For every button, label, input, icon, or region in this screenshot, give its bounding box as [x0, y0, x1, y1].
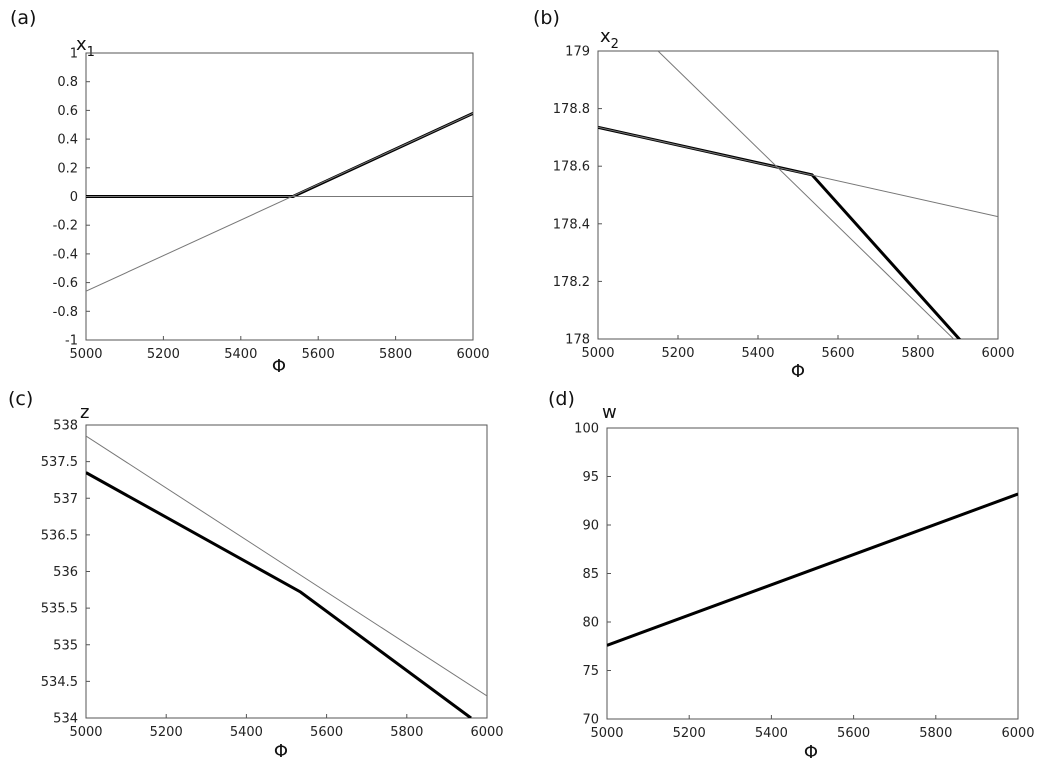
y-tick-label-c: 537.5	[41, 455, 78, 470]
y-axis-label-b: x2	[600, 26, 619, 52]
x-tick-label-c: 5600	[310, 725, 343, 740]
y-tick-label-c: 535	[53, 638, 78, 653]
series-line-c-2	[86, 435, 487, 697]
y-tick-label-a: -0.6	[53, 276, 78, 291]
x-axis-label-c: Φ	[274, 741, 288, 762]
x-axis-label-a: Φ	[272, 356, 286, 377]
x-tick-label-a: 5400	[224, 347, 257, 362]
x-tick-label-d: 5600	[837, 726, 870, 741]
y-tick-label-d: 75	[582, 664, 599, 679]
y-tick-label-d: 100	[574, 422, 599, 437]
y-tick-label-b: 178.8	[553, 102, 590, 117]
x-tick-label-c: 5200	[150, 725, 183, 740]
panel-c: (c) z Φ 5000 5200 5400 5600 5800 6000 534 534.5…	[8, 388, 504, 762]
y-tick-label-c: 536	[53, 565, 78, 580]
y-tick-label-a: 1	[70, 47, 78, 62]
x-tick-label-a: 5800	[379, 347, 412, 362]
y-tick-label-b: 178	[565, 333, 590, 348]
y-tick-label-b: 178.4	[553, 217, 590, 232]
x-tick-label-d: 5800	[919, 726, 952, 741]
x-tick-label-a: 5000	[69, 347, 102, 362]
x-tick-label-b: 5800	[901, 346, 934, 361]
x-tick-label-c: 6000	[470, 725, 503, 740]
x-tick-label-a: 5600	[302, 347, 335, 362]
series-line-c-1	[86, 471, 472, 718]
y-tick-label-c: 535.5	[41, 602, 78, 617]
x-tick-label-d: 5400	[755, 726, 788, 741]
y-tick-label-b: 178.6	[553, 160, 590, 175]
plot-frame-d	[606, 427, 1019, 720]
y-tick-label-a: 0.4	[57, 133, 78, 148]
x-tick-label-b: 6000	[981, 346, 1014, 361]
panel-label-a: (a)	[10, 7, 36, 29]
panel-label-d: (d)	[548, 388, 575, 410]
y-tick-label-a: 0.8	[57, 75, 78, 90]
y-tick-label-a: 0.2	[57, 161, 78, 176]
y-tick-label-a: -0.4	[53, 247, 78, 262]
x-axis-label-d: Φ	[804, 742, 818, 763]
y-tick-label-c: 536.5	[41, 528, 78, 543]
plot-frame-c	[85, 424, 488, 719]
x-axis-label-b: Φ	[791, 361, 805, 382]
y-tick-label-d: 85	[582, 567, 599, 582]
y-axis-label-d: w	[602, 402, 617, 423]
y-tick-label-c: 538	[53, 419, 78, 434]
y-tick-label-d: 80	[582, 616, 599, 631]
ticks-c: 5000 5200 5400 5600 5800 6000 534 534.5 535 535.5…	[41, 419, 504, 741]
series-line-a-1	[86, 111, 473, 198]
panel-a: (a) x1 Φ 5000 5200 5400 5600 5800 6000 -1 -0.8 -…	[10, 7, 490, 377]
series-c	[86, 435, 487, 718]
plot-frame-b	[597, 50, 999, 340]
ticks-d: 5000 5200 5400 5600 5800 6000 70 75 80 85 90 95 100	[574, 422, 1034, 742]
ticks-b: 5000 5200 5400 5600 5800 6000 178 178.2 178.4 178…	[553, 45, 1015, 362]
panel-label-c: (c)	[8, 388, 33, 410]
y-tick-label-d: 90	[582, 519, 599, 534]
series-line-b-2	[598, 126, 998, 218]
series-line-b-3	[657, 51, 955, 339]
y-axis-label-a: x1	[76, 34, 95, 60]
y-tick-label-b: 178.2	[553, 275, 590, 290]
series-a	[86, 111, 473, 292]
x-tick-label-d: 5200	[673, 726, 706, 741]
x-tick-label-c: 5000	[69, 725, 102, 740]
series-line-d-1	[607, 492, 1018, 647]
y-tick-label-c: 537	[53, 492, 78, 507]
y-tick-label-d: 70	[582, 713, 599, 728]
x-tick-label-b: 5600	[821, 346, 854, 361]
y-axis-label-c: z	[80, 402, 89, 423]
x-tick-label-d: 6000	[1001, 726, 1034, 741]
y-tick-label-c: 534.5	[41, 675, 78, 690]
panel-d: (d) w Φ 5000 5200 5400 5600 5800 6000 70 75 80 85…	[548, 388, 1035, 763]
y-tick-label-d: 95	[582, 470, 599, 485]
y-tick-label-a: 0	[70, 190, 78, 205]
x-tick-label-a: 5200	[147, 347, 180, 362]
x-tick-label-b: 5000	[581, 346, 614, 361]
x-tick-label-a: 6000	[456, 347, 489, 362]
y-tick-label-a: -1	[65, 334, 78, 349]
y-tick-label-b: 179	[565, 45, 590, 60]
x-tick-label-c: 5800	[390, 725, 423, 740]
y-tick-label-a: 0.6	[57, 104, 78, 119]
panel-b: (b) x2 Φ 5000 5200 5400 5600 5800 6000 178 178.…	[533, 7, 1015, 382]
y-tick-label-a: -0.2	[53, 219, 78, 234]
x-tick-label-d: 5000	[590, 726, 623, 741]
y-tick-label-a: -0.8	[53, 305, 78, 320]
x-tick-label-c: 5400	[230, 725, 263, 740]
series-b	[598, 51, 998, 339]
y-tick-label-c: 534	[53, 712, 78, 727]
series-d	[607, 492, 1018, 647]
series-line-a-2	[86, 112, 473, 292]
series-line-b-1	[598, 125, 962, 339]
x-tick-label-b: 5400	[741, 346, 774, 361]
x-tick-label-b: 5200	[661, 346, 694, 361]
panel-label-b: (b)	[533, 7, 560, 29]
ticks-a: 5000 5200 5400 5600 5800 6000 -1 -0.8 -0.6 -0.4 -0…	[53, 47, 490, 363]
